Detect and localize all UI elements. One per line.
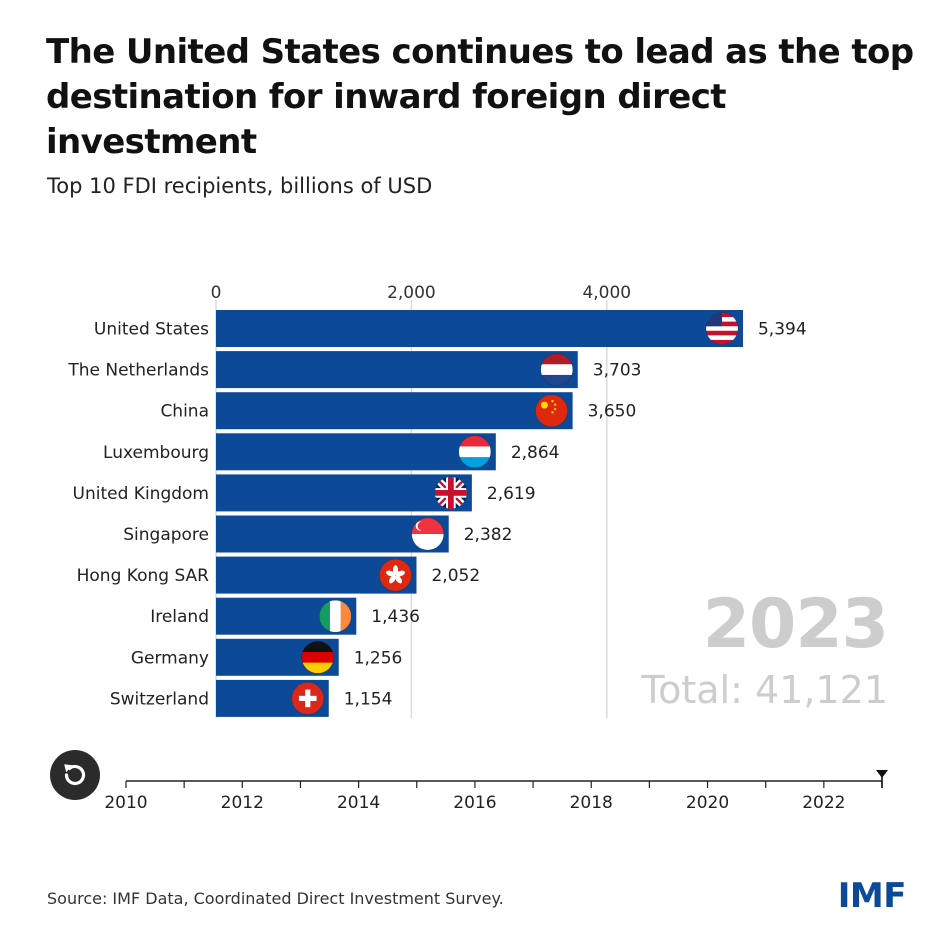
- category-label: Switzerland: [110, 689, 209, 709]
- imf-logo: IMF: [837, 876, 907, 916]
- category-label: The Netherlands: [67, 361, 209, 381]
- bar: [216, 474, 472, 512]
- value-label: 2,052: [431, 566, 480, 586]
- china-flag-icon: [535, 394, 568, 427]
- hong-kong-flag-icon: [379, 559, 412, 592]
- bar: [216, 310, 743, 347]
- timeline-year-label: 2010: [104, 793, 147, 813]
- replay-icon: [64, 764, 86, 785]
- timeline-year-label: 2020: [686, 793, 729, 813]
- switzerland-flag-icon: [291, 682, 324, 715]
- category-label: Hong Kong SAR: [77, 566, 210, 586]
- uk-flag-icon: [434, 476, 467, 509]
- singapore-flag-icon: [411, 518, 444, 550]
- value-label: 1,256: [354, 648, 403, 668]
- value-label: 2,382: [464, 525, 513, 545]
- category-label: Ireland: [150, 607, 209, 627]
- year-watermark: 2023: [702, 585, 889, 664]
- bar: [216, 351, 578, 389]
- category-label: Germany: [131, 648, 209, 668]
- x-tick-label: 2,000: [387, 283, 436, 303]
- category-label: United States: [94, 320, 209, 340]
- timeline-handle[interactable]: [876, 770, 888, 778]
- chart-subtitle: Top 10 FDI recipients, billions of USD: [47, 174, 433, 198]
- bar: [216, 433, 496, 471]
- bar-chart: 0 2,000 4,000 United States 5,394 The Netherl…: [67, 283, 807, 718]
- timeline-year-label: 2022: [802, 793, 845, 813]
- source-note: Source: IMF Data, Coordinated Direct Inv…: [47, 889, 504, 908]
- category-label: Luxembourg: [103, 443, 209, 463]
- bar: [216, 515, 449, 553]
- value-label: 3,650: [588, 402, 637, 422]
- replay-button[interactable]: [50, 750, 100, 800]
- category-label: United Kingdom: [73, 484, 209, 504]
- value-label: 3,703: [593, 361, 642, 381]
- category-label: China: [160, 402, 209, 422]
- timeline-year-label: 2012: [221, 793, 264, 813]
- value-label: 1,154: [344, 689, 393, 709]
- total-label: Total: 41,121: [641, 668, 888, 712]
- timeline-year-label: 2016: [453, 793, 496, 813]
- us-flag-icon: [705, 312, 738, 345]
- category-label: Singapore: [123, 525, 209, 545]
- value-label: 5,394: [758, 320, 807, 340]
- x-tick-label: 0: [211, 283, 222, 303]
- headline: The United States continues to lead as t…: [46, 32, 914, 162]
- timeline-slider[interactable]: 2010 2012 2014 2016 2018 2020 2022: [0, 740, 950, 820]
- value-label: 2,864: [511, 443, 560, 463]
- bar: [216, 392, 573, 430]
- netherlands-flag-icon: [540, 353, 573, 386]
- timeline-year-label: 2014: [337, 793, 380, 813]
- germany-flag-icon: [301, 641, 334, 674]
- value-label: 2,619: [487, 484, 536, 504]
- value-label: 1,436: [371, 607, 420, 627]
- luxembourg-flag-icon: [458, 435, 491, 468]
- ireland-flag-icon: [319, 600, 352, 633]
- timeline-year-label: 2018: [570, 793, 613, 813]
- x-tick-label: 4,000: [582, 283, 631, 303]
